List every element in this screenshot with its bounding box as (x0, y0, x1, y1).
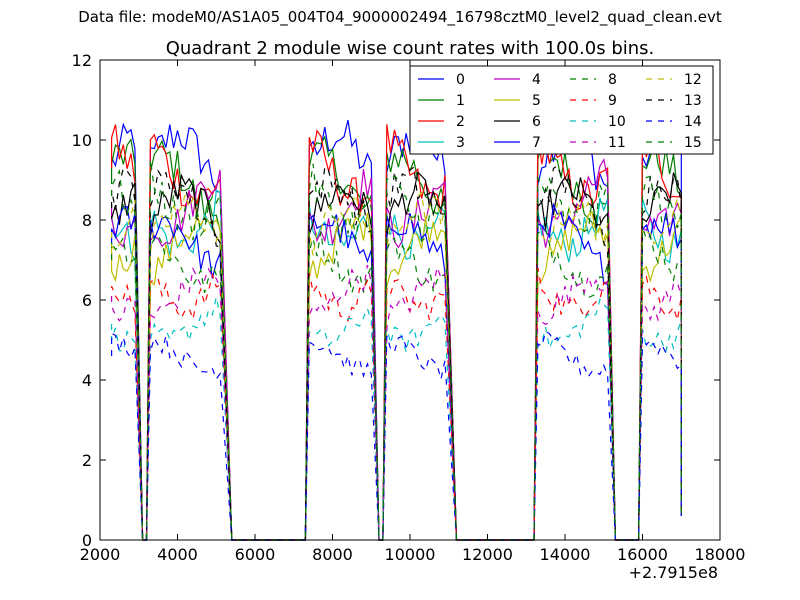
legend-label-3: 3 (456, 135, 465, 151)
x-tick-label: 16000 (617, 545, 668, 564)
legend-label-8: 8 (608, 72, 617, 88)
x-offset-label: +2.7915e8 (629, 563, 718, 582)
legend-label-7: 7 (532, 135, 541, 151)
legend-label-11: 11 (608, 135, 626, 151)
legend-label-14: 14 (684, 114, 702, 130)
legend-label-5: 5 (532, 93, 541, 109)
series-line-7 (111, 202, 682, 541)
series-line-11 (111, 264, 682, 541)
x-tick-label: 14000 (540, 545, 591, 564)
y-tick-label: 6 (82, 291, 92, 310)
series-line-2 (111, 124, 682, 541)
legend-box (409, 65, 714, 155)
y-tick-label: 12 (72, 51, 92, 70)
y-tick-label: 4 (82, 371, 92, 390)
chart-title: Quadrant 2 module wise count rates with … (166, 38, 655, 59)
series-line-9 (111, 267, 682, 541)
legend-label-4: 4 (532, 72, 541, 88)
x-tick-label: 10000 (385, 545, 436, 564)
legend-label-2: 2 (456, 114, 465, 130)
legend-label-0: 0 (456, 72, 465, 88)
y-tick-label: 8 (82, 211, 92, 230)
legend-label-9: 9 (608, 93, 617, 109)
legend-label-1: 1 (456, 93, 465, 109)
series-line-14 (111, 330, 682, 541)
legend-label-13: 13 (684, 93, 702, 109)
x-tick-label: 8000 (312, 545, 353, 564)
y-tick-label: 2 (82, 451, 92, 470)
figure-suptitle: Data file: modeM0/AS1A05_004T04_90000024… (78, 8, 722, 26)
y-tick-label: 10 (72, 131, 92, 150)
axis-ticks: 2000 4000 6000 8000 10000 12000 14000 16000 1800… (72, 51, 746, 564)
series-line-8 (111, 226, 682, 541)
x-tick-label: 4000 (157, 545, 198, 564)
x-tick-label: 2000 (80, 545, 121, 564)
legend-label-12: 12 (684, 72, 702, 88)
x-tick-label: 18000 (695, 545, 746, 564)
x-tick-label: 6000 (235, 545, 276, 564)
legend-label-10: 10 (608, 114, 626, 130)
series-line-5 (111, 210, 682, 541)
series-line-3 (111, 189, 682, 541)
y-tick-label: 0 (82, 531, 92, 550)
legend-label-15: 15 (684, 135, 702, 151)
series-line-10 (111, 296, 682, 541)
legend-label-6: 6 (532, 114, 541, 130)
series-line-15 (111, 159, 682, 541)
plot-area (111, 115, 682, 541)
x-tick-label: 12000 (462, 545, 513, 564)
